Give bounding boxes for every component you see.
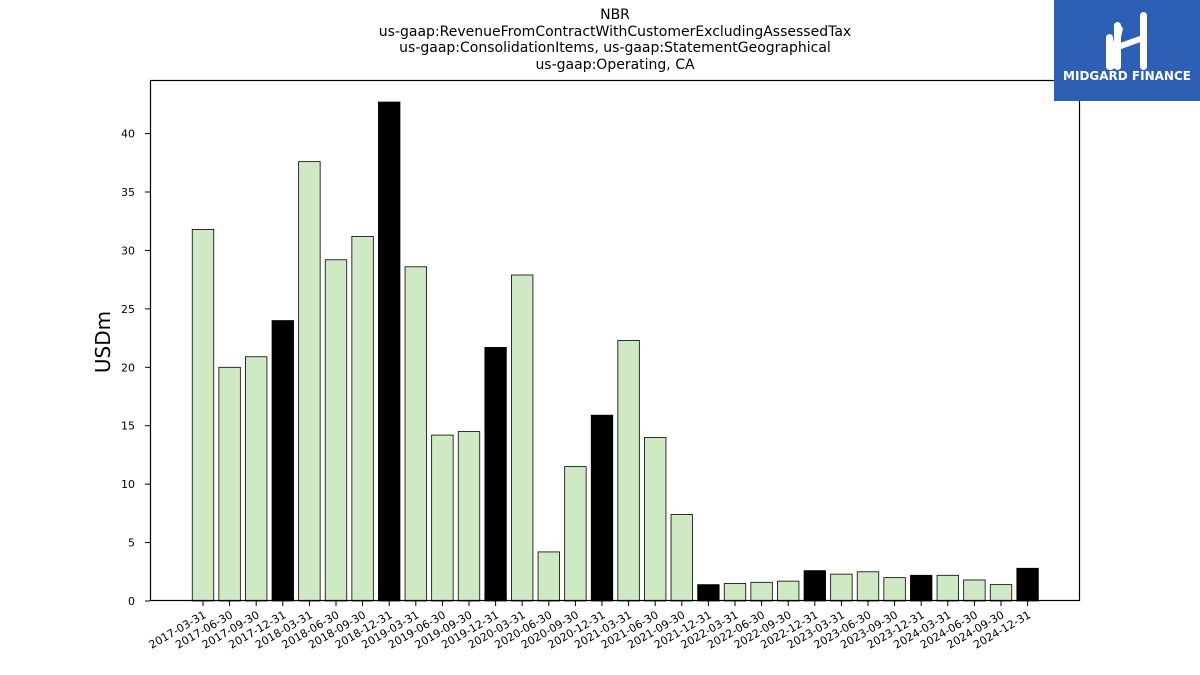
bar-2019-09-30: [457, 431, 481, 602]
bar-2019-12-31: [484, 347, 507, 602]
bar-2017-03-31: [191, 228, 215, 602]
bar-2021-09-30: [670, 514, 693, 602]
company-logo: MIDGARD FINANCE: [1054, 0, 1200, 101]
logo-mark-icon: [1106, 12, 1147, 70]
y-tick-label: 35: [121, 186, 135, 199]
chart-title-line-3: us-gaap:ConsolidationItems, us-gaap:Stat…: [399, 40, 831, 56]
x-axis: 2017-03-312017-06-302017-09-302017-12-31…: [147, 601, 1033, 652]
bar-2021-06-30: [644, 436, 667, 602]
bar-2019-03-31: [404, 266, 427, 602]
y-tick-label: 5: [128, 537, 135, 550]
bar-2018-06-30: [324, 259, 348, 602]
bar-2019-06-30: [431, 434, 454, 602]
bar-2022-06-30: [750, 581, 773, 602]
y-axis: 0 5 10 15 20 25 30 35 40: [121, 128, 150, 608]
bar-2021-12-31: [697, 584, 720, 602]
bar-2022-12-31: [803, 570, 826, 602]
bar-2024-12-31: [1016, 567, 1039, 602]
y-tick-label: 0: [128, 595, 135, 608]
bar-2020-09-30: [564, 466, 587, 602]
bars-group: [191, 101, 1039, 602]
bar-2017-12-31: [271, 320, 294, 602]
chart-title: NBR us-gaap:RevenueFromContractWithCusto…: [150, 7, 1080, 73]
bar-2022-03-31: [723, 583, 747, 602]
bar-2018-12-31: [378, 101, 401, 602]
bar-2023-12-31: [910, 574, 933, 602]
bar-2022-09-30: [777, 580, 800, 602]
bar-2018-09-30: [351, 236, 374, 602]
y-tick-label: 15: [121, 420, 135, 433]
y-tick-label: 40: [121, 128, 135, 141]
chart-title-line-2: us-gaap:RevenueFromContractWithCustomerE…: [378, 23, 852, 40]
bar-2020-06-30: [537, 551, 560, 602]
bar-2024-03-31: [936, 574, 959, 602]
bar-2023-06-30: [856, 571, 880, 602]
bar-2024-09-30: [989, 584, 1013, 602]
plot-frame: [149, 79, 1081, 602]
bar-2024-06-30: [963, 579, 986, 602]
chart-title-line-1: NBR: [600, 7, 630, 23]
bar-2017-06-30: [218, 366, 241, 602]
logo-text: MIDGARD FINANCE: [1063, 69, 1191, 83]
y-tick-label: 20: [121, 361, 135, 374]
bar-2020-12-31: [590, 414, 614, 602]
y-tick-label: 30: [121, 244, 135, 257]
bar-2023-03-31: [830, 573, 853, 602]
y-tick-label: 25: [121, 303, 135, 316]
bar-2018-03-31: [298, 161, 321, 602]
y-tick-label: 10: [121, 478, 135, 491]
bar-2017-09-30: [245, 356, 268, 602]
bar-2023-09-30: [883, 577, 906, 602]
chart-title-line-4: us-gaap:Operating, CA: [535, 56, 695, 73]
bar-2020-03-31: [511, 274, 534, 602]
y-axis-label: USDm: [91, 311, 115, 373]
bar-2021-03-31: [617, 340, 640, 602]
